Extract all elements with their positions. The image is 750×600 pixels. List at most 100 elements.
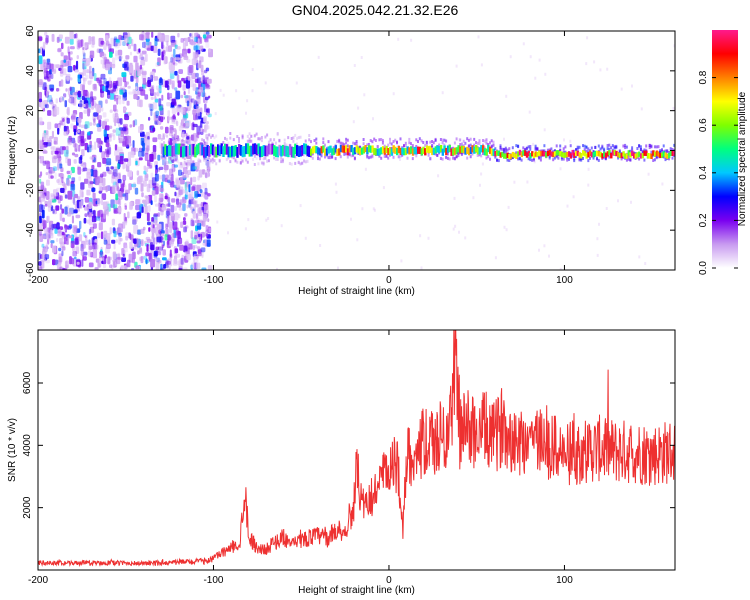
spectrogram-cell: [443, 138, 446, 142]
spectrogram-cell: [217, 144, 220, 156]
spectrogram-cell: [348, 145, 351, 153]
spectrogram-cell: [613, 146, 616, 150]
spectrogram-cell: [144, 174, 149, 181]
spectrogram-cell: [335, 190, 338, 194]
spectrogram-cell: [100, 249, 103, 257]
spectrogram-cell: [94, 141, 97, 150]
spectrogram-cell: [142, 226, 146, 231]
spectrogram-cell: [317, 157, 319, 161]
spectrogram-cell: [283, 138, 286, 142]
spectrogram-cell: [573, 152, 576, 158]
spectrogram-cell: [87, 80, 93, 85]
spectrogram-cell: [532, 158, 535, 162]
spectrogram-cell: [478, 139, 481, 143]
spectrogram-cell: [348, 153, 351, 157]
spectrogram-cell: [197, 50, 200, 58]
spectrogram-cell: [213, 136, 216, 140]
spectrogram-cell: [170, 35, 176, 43]
spectrogram-cell: [443, 145, 446, 153]
spectrogram-cell: [324, 155, 326, 159]
spectrogram-cell: [96, 77, 102, 84]
spectrogram-cell: [44, 31, 48, 36]
spectrogram-cell: [132, 140, 135, 148]
spectrogram-cell: [151, 190, 156, 196]
spectrogram-cell: [522, 146, 525, 150]
spectrogram-cell: [56, 238, 59, 243]
spectrogram-cell: [38, 79, 43, 85]
spectrogram-cell: [238, 139, 240, 143]
spectrogram-cell: [434, 152, 437, 156]
spectrogram-cell: [399, 147, 402, 155]
spectrogram-cell: [269, 143, 272, 155]
spectrogram-cell: [454, 224, 457, 228]
spectrogram-cell: [608, 149, 611, 156]
spectrogram-cell: [546, 148, 549, 152]
spectrogram-cell: [453, 196, 456, 200]
spectrogram-cell: [369, 155, 372, 159]
spectrogram-cell: [276, 158, 279, 161]
spectrogram-cell: [208, 133, 211, 137]
spectrogram-cell: [60, 79, 64, 87]
spectrogram-cell: [204, 157, 207, 161]
spectrogram-cell: [197, 109, 201, 117]
spectrogram-cell: [452, 227, 455, 231]
spectrogram-cell: [559, 267, 562, 270]
spectrogram-cell: [668, 152, 671, 159]
spectrogram-cell: [184, 194, 188, 200]
spectrogram-cell: [178, 207, 183, 211]
spectrogram-cell: [220, 153, 223, 157]
spectrogram-cell: [415, 145, 418, 148]
spectrogram-cell: [406, 156, 409, 160]
spectrogram-cell: [78, 176, 82, 181]
spectrogram-cell: [505, 228, 508, 232]
spectrogram-cell: [219, 88, 222, 92]
spectrogram-cell: [357, 146, 360, 154]
spectrogram-cell: [643, 150, 646, 156]
spectrogram-cell: [194, 78, 199, 83]
spectrogram-cell: [56, 263, 62, 270]
spectrogram-cell: [150, 74, 153, 82]
spectrogram-cell: [107, 256, 111, 265]
spectrogram-cell: [176, 135, 179, 139]
spectrogram-cell: [655, 150, 659, 156]
spectrogram-cell: [38, 117, 43, 126]
spectrogram-cell: [532, 152, 536, 159]
spectrogram-cell: [225, 158, 228, 162]
spectrogram-cell: [397, 146, 401, 154]
spectrogram-cell: [50, 175, 54, 179]
spectrogram-cell: [200, 64, 204, 73]
spectrogram-cell: [102, 85, 106, 92]
spectrogram-cell: [373, 137, 376, 141]
spectrogram-cell: [362, 146, 365, 154]
spectrogram-cell: [40, 63, 45, 71]
spectrogram-cell: [47, 200, 52, 208]
spectrogram-cell: [646, 153, 650, 159]
colorbar-tick-label: 0.6: [698, 118, 709, 132]
spectrogram-cell: [352, 120, 355, 124]
spectrogram-cell: [431, 144, 434, 147]
spectrogram-cell: [107, 94, 111, 99]
spectrogram-cell: [172, 221, 178, 230]
spectrogram-cell: [72, 110, 75, 114]
spectrogram-cell: [459, 143, 462, 146]
spectrogram-cell: [585, 153, 588, 159]
spectrogram-cell: [374, 139, 377, 142]
spectrogram-cell: [69, 86, 72, 92]
spectrogram-cell: [155, 85, 159, 90]
spectrogram-cell: [334, 182, 337, 186]
spectrogram-cell: [173, 258, 178, 266]
spectrogram-cell: [201, 206, 205, 211]
spectrogram-cell: [93, 118, 96, 123]
spectrogram-cell: [508, 147, 511, 151]
spectrogram-cell: [582, 157, 584, 160]
spectrogram-cell: [589, 150, 592, 156]
spectrogram-cell: [49, 232, 54, 239]
spectrogram-cell: [313, 145, 316, 153]
spectrogram-cell: [214, 112, 217, 116]
spectrogram-cell: [85, 74, 89, 80]
spectrogram-cell: [503, 147, 505, 151]
spectrogram-cell: [555, 144, 558, 148]
spectrogram-cell: [431, 140, 434, 143]
spectrogram-cell: [181, 138, 184, 142]
spectrogram-cell: [487, 143, 490, 146]
